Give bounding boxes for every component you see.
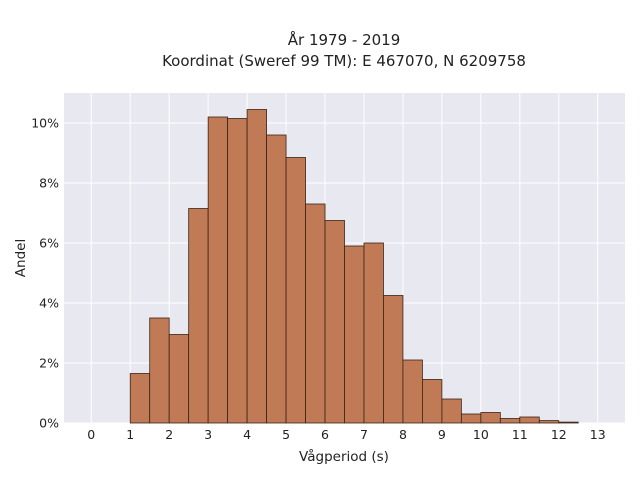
x-tick-label: 11 [512, 427, 528, 442]
y-tick-label: 10% [31, 116, 59, 131]
bar-9 [305, 203, 326, 424]
x-tick-label: 5 [282, 427, 290, 442]
bar-5 [227, 118, 248, 424]
bar-21 [538, 420, 560, 424]
bar-8 [285, 157, 306, 424]
y-tick-label: 0% [39, 416, 59, 431]
x-axis-ticks: 0 1 2 3 4 5 6 7 8 9 10 11 12 13 [87, 427, 605, 442]
bars [129, 109, 579, 424]
bar-18 [480, 412, 501, 424]
bar-15 [422, 379, 443, 424]
x-tick-label: 2 [165, 427, 173, 442]
x-tick-label: 3 [204, 427, 212, 442]
y-tick-label: 8% [39, 176, 59, 191]
bar-1 [149, 317, 170, 424]
bar-10 [324, 220, 345, 424]
bar-7 [266, 134, 287, 424]
bar-11 [344, 245, 365, 424]
x-tick-label: 10 [473, 427, 489, 442]
x-tick-label: 13 [590, 427, 606, 442]
y-tick-label: 4% [39, 296, 59, 311]
bar-13 [383, 295, 404, 424]
x-axis-label: Vågperiod (s) [299, 448, 389, 465]
bar-16 [441, 398, 462, 424]
bar-12 [363, 242, 384, 424]
bar-22 [558, 421, 579, 424]
y-axis-label: Andel [13, 239, 29, 277]
x-tick-label: 6 [321, 427, 329, 442]
x-tick-label: 9 [438, 427, 446, 442]
bar-0 [129, 373, 151, 424]
bar-14 [402, 359, 423, 424]
y-tick-label: 2% [39, 356, 59, 371]
x-tick-label: 12 [551, 427, 567, 442]
bar-2 [168, 334, 190, 424]
chart-title-line1: År 1979 - 2019 [288, 30, 401, 49]
bar-3 [188, 208, 209, 424]
x-tick-label: 7 [360, 427, 368, 442]
bar-19 [499, 418, 521, 424]
y-axis-ticks: 0% 2% 4% 6% 8% 10% [31, 116, 59, 431]
y-tick-label: 6% [39, 236, 59, 251]
x-tick-label: 0 [87, 427, 95, 442]
x-tick-label: 8 [399, 427, 407, 442]
bar-6 [246, 109, 267, 424]
bar-4 [207, 116, 229, 424]
chart-title-line2: Koordinat (Sweref 99 TM): E 467070, N 62… [162, 52, 526, 70]
x-tick-label: 1 [126, 427, 134, 442]
bar-17 [460, 413, 482, 424]
x-tick-label: 4 [243, 427, 251, 442]
bar-20 [519, 416, 540, 424]
